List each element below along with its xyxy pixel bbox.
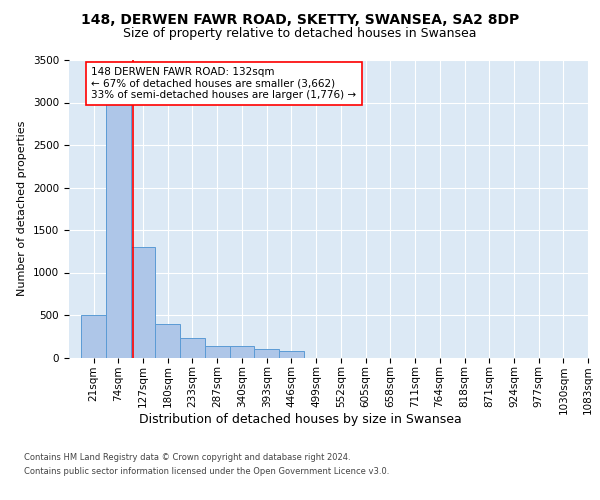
Text: Size of property relative to detached houses in Swansea: Size of property relative to detached ho…: [123, 28, 477, 40]
Bar: [155, 324, 180, 358]
Y-axis label: Number of detached properties: Number of detached properties: [17, 121, 28, 296]
Bar: [106, 102, 131, 358]
Text: Distribution of detached houses by size in Swansea: Distribution of detached houses by size …: [139, 412, 461, 426]
Bar: [82, 315, 106, 358]
Text: Contains HM Land Registry data © Crown copyright and database right 2024.: Contains HM Land Registry data © Crown c…: [24, 454, 350, 462]
Text: 148, DERWEN FAWR ROAD, SKETTY, SWANSEA, SA2 8DP: 148, DERWEN FAWR ROAD, SKETTY, SWANSEA, …: [81, 12, 519, 26]
Bar: [205, 346, 230, 358]
Bar: [230, 346, 254, 358]
Text: Contains public sector information licensed under the Open Government Licence v3: Contains public sector information licen…: [24, 467, 389, 476]
Text: 148 DERWEN FAWR ROAD: 132sqm
← 67% of detached houses are smaller (3,662)
33% of: 148 DERWEN FAWR ROAD: 132sqm ← 67% of de…: [91, 67, 356, 100]
Bar: [279, 350, 304, 358]
Bar: [131, 247, 155, 358]
Bar: [180, 338, 205, 357]
Bar: [254, 350, 279, 358]
